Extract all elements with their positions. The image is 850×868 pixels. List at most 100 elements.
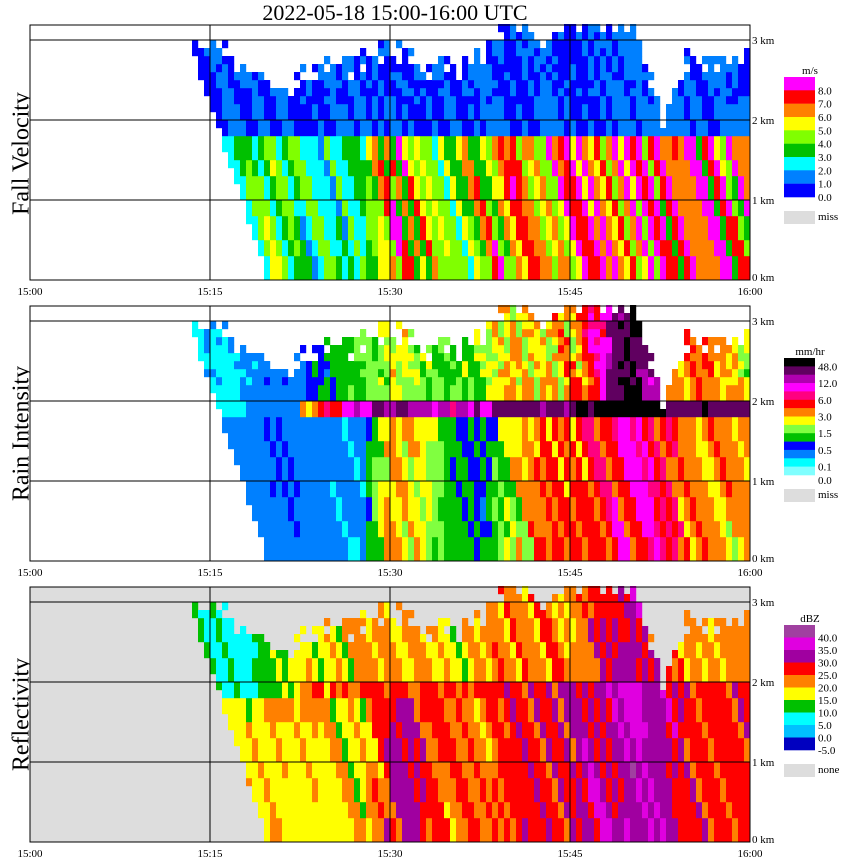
heatmap-cell [486,537,493,546]
heatmap-cell [702,393,709,402]
heatmap-cell [636,529,643,538]
heatmap-cell [606,505,613,514]
heatmap-cell [246,377,253,386]
heatmap-cell [240,393,247,402]
heatmap-cell [648,200,655,209]
heatmap-cell [720,489,727,498]
heatmap-cell [588,184,595,193]
heatmap-cell [606,457,613,466]
heatmap-cell [306,192,313,201]
heatmap-cell [312,529,319,538]
heatmap-cell [372,545,379,554]
heatmap-cell [636,152,643,161]
heatmap-cell [324,128,331,137]
heatmap-cell [492,120,499,129]
heatmap-cell [510,489,517,498]
heatmap-cell [684,96,691,105]
heatmap-cell [534,104,541,113]
heatmap-cell [726,216,733,225]
heatmap-cell [744,513,751,522]
heatmap-cell [732,377,739,386]
heatmap-cell [348,553,355,562]
heatmap-cell [618,120,625,129]
heatmap-cell [666,264,673,273]
heatmap-cell [546,96,553,105]
heatmap-cell [480,120,487,129]
heatmap-cell [324,529,331,538]
heatmap-cell [642,80,649,89]
heatmap-cell [546,497,553,506]
heatmap-cell [534,168,541,177]
heatmap-cell [690,104,697,113]
heatmap-cell [324,120,331,129]
heatmap-cell [558,345,565,354]
heatmap-cell [576,329,583,338]
heatmap-cell [498,232,505,241]
heatmap-cell [456,224,463,233]
heatmap-cell [732,272,739,281]
heatmap-cell [744,409,751,418]
heatmap-cell [348,425,355,434]
heatmap-cell [246,112,253,121]
heatmap-cell [228,80,235,89]
heatmap-cell [474,144,481,153]
heatmap-cell [360,481,367,490]
heatmap-cell [558,353,565,362]
heatmap-cell [588,80,595,89]
heatmap-cell [498,465,505,474]
heatmap-cell [372,409,379,418]
heatmap-cell [396,537,403,546]
heatmap-cell [648,160,655,169]
heatmap-cell [732,96,739,105]
heatmap-cell [606,401,613,410]
heatmap-cell [360,353,367,362]
heatmap-cell [522,409,529,418]
heatmap-cell [402,545,409,554]
heatmap-cell [708,96,715,105]
heatmap-cell [696,176,703,185]
heatmap-cell [270,385,277,394]
heatmap-cell [318,401,325,410]
heatmap-cell [318,441,325,450]
heatmap-cell [666,248,673,257]
heatmap-cell [618,224,625,233]
heatmap-cell [636,40,643,49]
legend-label: 4.0 [818,139,832,151]
heatmap-cell [540,337,547,346]
heatmap-cell [504,112,511,121]
heatmap-cell [600,313,607,322]
heatmap-cell [402,96,409,105]
heatmap-cell [672,144,679,153]
heatmap-cell [366,513,373,522]
heatmap-cell [648,256,655,265]
heatmap-cell [606,272,613,281]
heatmap-cell [258,208,265,217]
heatmap-cell [450,240,457,249]
heatmap-cell [636,433,643,442]
heatmap-cell [312,489,319,498]
heatmap-cell [486,385,493,394]
heatmap-cell [576,457,583,466]
heatmap-cell [744,144,751,153]
heatmap-cell [252,128,259,137]
heatmap-cell [732,200,739,209]
heatmap-cell [396,160,403,169]
heatmap-cell [342,144,349,153]
heatmap-cell [588,224,595,233]
heatmap-cell [372,497,379,506]
heatmap-cell [204,64,211,73]
heatmap-cell [264,208,271,217]
heatmap-cell [414,441,421,450]
heatmap-cell [636,345,643,354]
heatmap-cell [432,208,439,217]
heatmap-cell [672,465,679,474]
heatmap-cell [474,377,481,386]
heatmap-cell [582,369,589,378]
heatmap-cell [600,80,607,89]
heatmap-cell [498,545,505,554]
heatmap-cell [612,248,619,257]
heatmap-cell [426,505,433,514]
heatmap-cell [468,104,475,113]
heatmap-cell [666,200,673,209]
heatmap-cell [498,48,505,57]
